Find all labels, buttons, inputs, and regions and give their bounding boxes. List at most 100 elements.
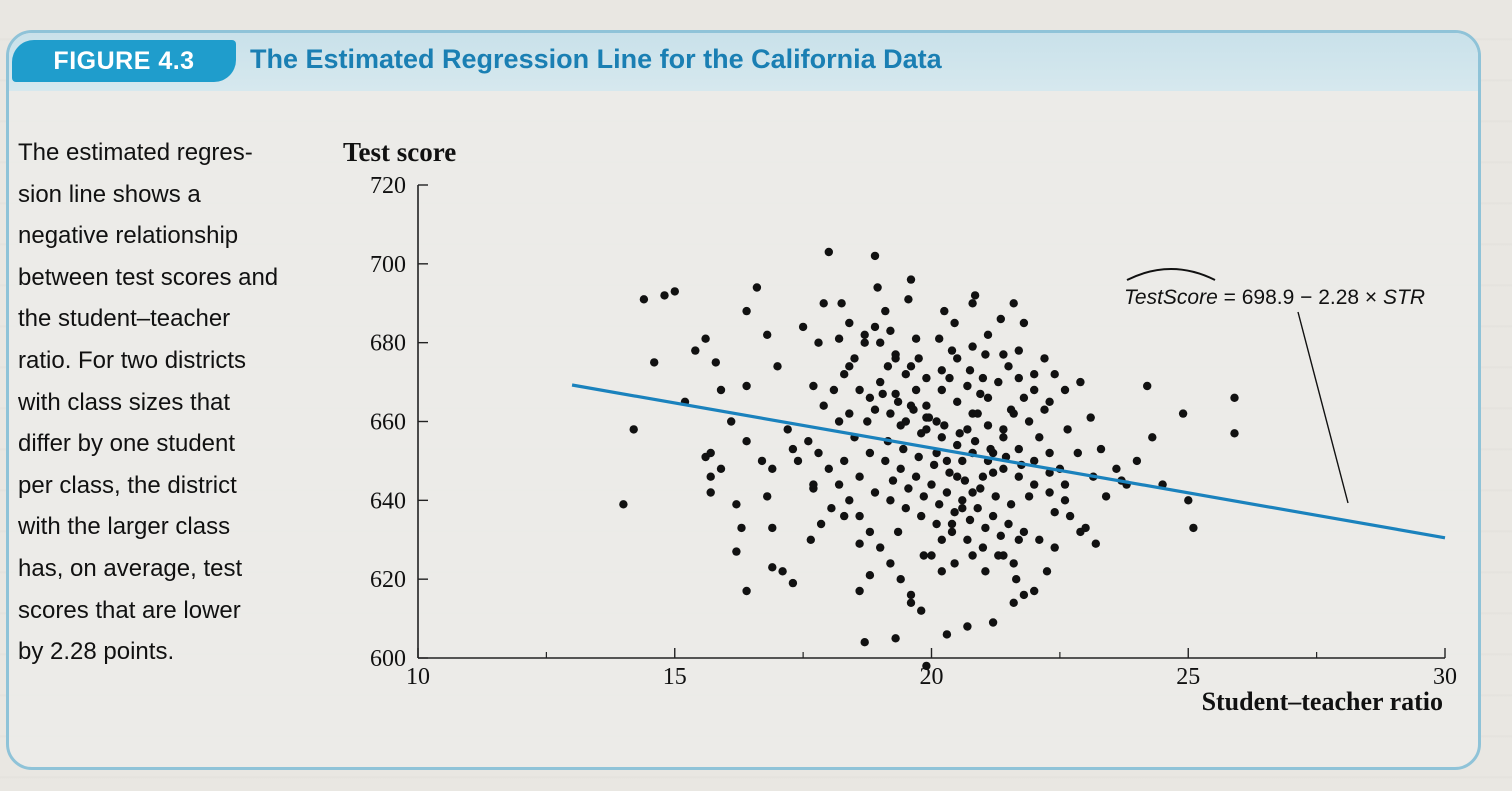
data-point <box>816 519 826 529</box>
data-point <box>691 346 700 355</box>
data-point <box>1178 409 1188 418</box>
data-point <box>950 318 959 328</box>
data-point <box>953 354 962 363</box>
data-point <box>1019 393 1029 402</box>
figure-title: The Estimated Regression Line for the Ca… <box>250 44 942 74</box>
figure-header-band <box>9 33 1478 91</box>
chart-axes <box>417 184 1446 659</box>
data-point <box>970 437 980 446</box>
data-point <box>937 366 946 375</box>
data-point <box>891 634 900 643</box>
caption-line: ratio. For two districts <box>18 346 247 374</box>
data-point <box>863 417 872 426</box>
data-point <box>742 586 751 596</box>
data-point <box>919 492 928 501</box>
data-point <box>1004 362 1013 371</box>
caption-line: has, on average, test <box>18 554 243 582</box>
data-point <box>1019 318 1029 328</box>
data-point <box>798 322 808 332</box>
estimate-hat <box>1126 268 1216 281</box>
data-point <box>629 425 638 434</box>
data-point <box>783 425 792 434</box>
data-point <box>1040 405 1049 414</box>
data-point <box>742 437 751 446</box>
data-point <box>988 511 998 521</box>
data-point <box>950 559 959 568</box>
data-point <box>778 567 787 576</box>
data-point <box>806 535 815 544</box>
data-point <box>1030 586 1039 596</box>
data-point <box>773 362 782 371</box>
data-point <box>937 433 946 442</box>
data-point <box>737 523 746 533</box>
data-point <box>1060 385 1070 395</box>
data-point <box>855 385 864 395</box>
data-point <box>865 527 875 537</box>
data-point <box>742 306 751 316</box>
data-point <box>1019 590 1029 600</box>
data-point <box>994 377 1003 387</box>
data-point <box>922 401 931 410</box>
data-point <box>981 350 990 359</box>
data-point <box>752 283 762 292</box>
data-point <box>850 354 859 363</box>
data-point <box>988 618 998 627</box>
data-point <box>1014 444 1023 454</box>
data-point <box>904 484 913 493</box>
data-point <box>1184 496 1193 505</box>
chart-labels: 600 620 640 660 680 700 720 10 15 20 25 30 Test scor… <box>343 137 1457 716</box>
data-point <box>1014 535 1023 544</box>
data-point <box>927 480 936 489</box>
data-point <box>968 299 977 308</box>
data-point <box>1230 429 1239 438</box>
data-point <box>996 531 1005 540</box>
data-point <box>963 622 972 631</box>
data-point <box>909 405 918 414</box>
data-point <box>855 539 864 548</box>
data-point <box>716 464 726 473</box>
data-point <box>619 500 628 509</box>
y-tick-label: 700 <box>370 252 406 278</box>
data-point <box>981 523 990 533</box>
data-point <box>940 421 949 430</box>
data-point <box>973 504 982 513</box>
data-point <box>1230 393 1239 402</box>
caption-line: differ by one student <box>18 430 236 458</box>
data-point <box>999 464 1008 473</box>
chart-points <box>619 247 1239 671</box>
regression-line <box>571 383 1446 540</box>
figure-caption: The estimated regres- sion line shows a … <box>18 132 318 673</box>
data-point <box>901 370 910 379</box>
data-point <box>968 342 977 351</box>
data-point <box>914 354 923 363</box>
x-tick-label: 20 <box>920 664 944 690</box>
data-point <box>965 515 975 525</box>
data-point <box>904 295 913 304</box>
data-point <box>983 393 993 402</box>
data-point <box>999 350 1008 359</box>
data-point <box>814 448 823 458</box>
data-point <box>1024 417 1034 426</box>
data-point <box>1076 527 1085 537</box>
data-point <box>1006 500 1016 509</box>
data-point <box>788 444 798 454</box>
data-point <box>922 373 931 383</box>
data-point <box>870 405 880 414</box>
data-point <box>1030 370 1039 379</box>
data-point <box>1060 496 1070 505</box>
data-point <box>732 547 741 556</box>
data-point <box>1030 456 1039 466</box>
data-point <box>991 492 1000 501</box>
data-point <box>706 488 715 497</box>
data-point <box>845 362 854 371</box>
data-point <box>937 535 946 544</box>
data-point <box>996 314 1005 324</box>
data-point <box>1112 464 1121 473</box>
data-point <box>911 385 921 395</box>
data-point <box>827 504 836 513</box>
data-point <box>999 433 1008 442</box>
data-point <box>819 299 828 308</box>
regression-line-group <box>571 383 1446 540</box>
x-axis-title: Student–teacher ratio <box>1202 687 1443 716</box>
